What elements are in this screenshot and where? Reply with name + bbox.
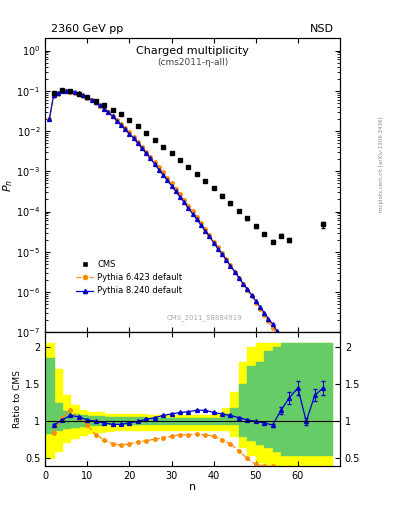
Text: CMS_2011_S8884919: CMS_2011_S8884919 bbox=[167, 314, 242, 321]
Text: mcplots.cern.ch [arXiv:1306.3436]: mcplots.cern.ch [arXiv:1306.3436] bbox=[379, 116, 384, 211]
Legend: CMS, Pythia 6.423 default, Pythia 8.240 default: CMS, Pythia 6.423 default, Pythia 8.240 … bbox=[73, 257, 185, 299]
X-axis label: n: n bbox=[189, 482, 196, 492]
Text: Charged multiplicity: Charged multiplicity bbox=[136, 46, 249, 56]
Text: (cms2011-η-all): (cms2011-η-all) bbox=[157, 57, 228, 67]
Y-axis label: Ratio to CMS: Ratio to CMS bbox=[13, 370, 22, 428]
Y-axis label: $P_n$: $P_n$ bbox=[1, 179, 15, 192]
Text: NSD: NSD bbox=[310, 24, 334, 34]
Text: 2360 GeV pp: 2360 GeV pp bbox=[51, 24, 123, 34]
